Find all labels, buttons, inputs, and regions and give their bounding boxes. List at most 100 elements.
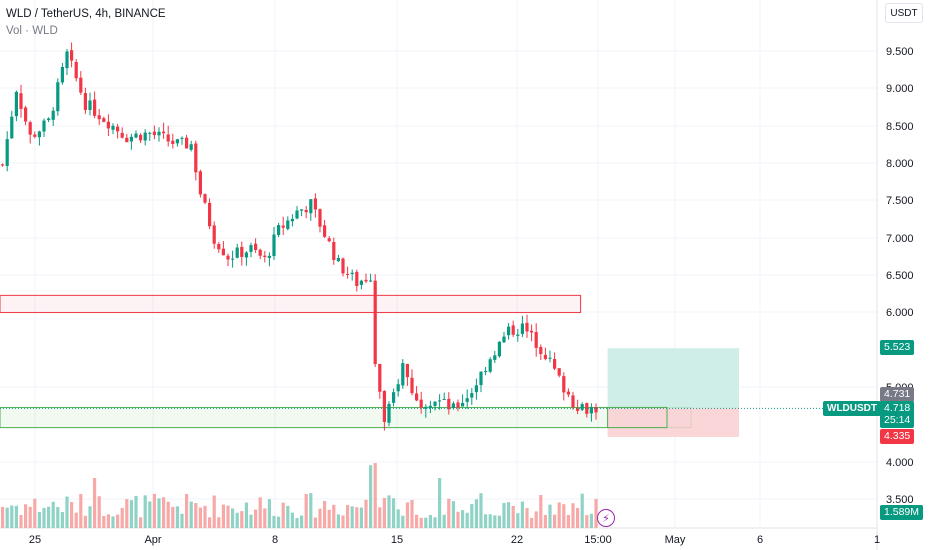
volume-bar (42, 507, 46, 528)
volume-bar (553, 514, 557, 528)
volume-bar (5, 507, 9, 528)
time-tick-label: 15:00 (584, 534, 612, 546)
candle-body (286, 220, 290, 230)
candle-body (304, 209, 308, 213)
volume-bar (350, 506, 354, 528)
price-tick-label: 4.000 (886, 457, 914, 469)
candle-body (355, 271, 359, 286)
candle-body (194, 143, 198, 173)
volume-bar (166, 501, 170, 528)
candle-body (530, 330, 534, 333)
volume-bar (543, 515, 547, 528)
volume-bar (566, 514, 570, 528)
volume-bar (465, 512, 469, 528)
volume-bar (47, 506, 51, 528)
countdown-tag: 25:14 (880, 413, 915, 428)
candle-body (332, 241, 336, 260)
candle-body (424, 406, 428, 409)
volume-bar (33, 498, 37, 528)
volume-bar (525, 508, 529, 528)
candle-body (212, 225, 216, 244)
candle-body (548, 357, 552, 359)
candle-body (309, 199, 313, 214)
volume-bar (378, 507, 382, 528)
profit-area (607, 348, 739, 409)
volume-bar (111, 516, 115, 528)
volume-bar (539, 495, 543, 528)
lightning-icon[interactable]: ⚡ (597, 509, 615, 527)
candle-body (415, 393, 419, 401)
candle-body (318, 209, 322, 227)
candle-body (129, 136, 133, 142)
candle-body (120, 132, 124, 138)
candle-body (401, 363, 405, 386)
volume-bar (511, 505, 515, 528)
take-profit-tag: 5.523 (880, 340, 915, 355)
volume-bar (484, 514, 488, 528)
volume-bar (304, 493, 308, 528)
candle-body (231, 258, 235, 260)
candle-body (534, 332, 538, 348)
candle-body (42, 120, 46, 132)
candle-body (37, 131, 41, 138)
candle-body (148, 132, 152, 134)
candle-body (410, 377, 414, 394)
candle-body (198, 171, 202, 195)
volume-bar (580, 493, 584, 528)
volume-bar (24, 504, 28, 528)
candle-body (5, 139, 9, 166)
candle-body (125, 137, 129, 143)
candle-body (465, 398, 469, 402)
volume-bar (263, 508, 267, 528)
loss-area (607, 408, 739, 437)
candle-body (589, 407, 593, 414)
volume-bar (134, 495, 138, 528)
candle-body (470, 393, 474, 398)
time-tick-label: 25 (29, 534, 41, 546)
volume-bar (129, 500, 133, 528)
entry-box (607, 406, 668, 429)
volume-bar (56, 507, 60, 528)
volume-bar (1, 506, 5, 528)
volume-bar (143, 495, 147, 528)
candle-body (396, 384, 400, 392)
currency-button[interactable]: USDT (885, 3, 923, 23)
volume-bar (70, 501, 74, 528)
candle-body (28, 122, 32, 135)
volume-bar (479, 493, 483, 528)
candle-body (438, 400, 442, 402)
volume-bar (198, 507, 202, 528)
candle-body (97, 115, 101, 120)
candle-body (336, 258, 340, 262)
volume-bar (451, 501, 455, 528)
candle-body (19, 93, 23, 109)
volume-bar (171, 506, 175, 528)
volume-bar (442, 514, 446, 528)
candle-body (327, 238, 331, 242)
ticker-label: WLDUSDT (823, 401, 881, 416)
price-tick-label: 9.500 (886, 46, 914, 58)
candle-body (208, 202, 212, 227)
volume-bar (28, 506, 32, 528)
stop-loss-tag: 4.335 (880, 429, 915, 444)
volume-bar (10, 505, 14, 528)
volume-bar (359, 507, 363, 528)
volume-bar (221, 504, 225, 528)
candle-body (456, 402, 460, 408)
volume-bar (419, 517, 423, 528)
volume-bar (516, 513, 520, 528)
price-tick-label: 6.000 (886, 307, 914, 319)
candle-body (111, 125, 115, 130)
candle-body (281, 225, 285, 228)
volume-bar (226, 505, 230, 528)
candle-body (585, 403, 589, 414)
candle-body (166, 134, 170, 142)
volume-bar (382, 498, 386, 528)
volume-bar (139, 517, 143, 528)
volume-bar (502, 502, 506, 528)
candle-body (525, 322, 529, 332)
time-tick-label: Apr (144, 534, 161, 546)
candle-body (571, 395, 575, 408)
volume-bar (396, 509, 400, 528)
